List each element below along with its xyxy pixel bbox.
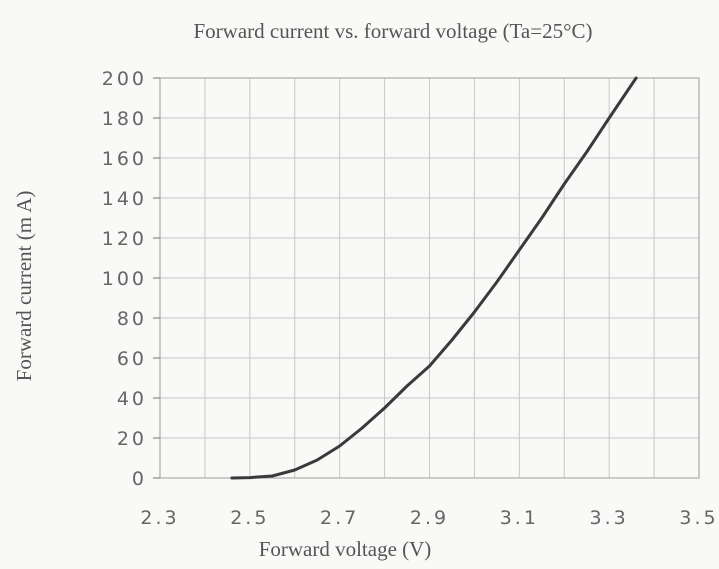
x-tick-label: 2.3 [140,507,179,529]
x-tick-labels: 2.3 2.5 2.7 2.9 3.1 3.3 3.5 [140,507,718,529]
x-tick-label: 2.7 [320,507,359,529]
y-tick-label: 20 [117,428,147,450]
x-tick-label: 3.5 [679,507,718,529]
grid [160,78,699,478]
series-line [230,76,638,480]
x-tick-label: 2.5 [230,507,269,529]
y-tick-label: 200 [102,68,147,90]
ticks [153,77,160,479]
y-tick-label: 180 [102,108,147,130]
y-tick-label: 80 [117,308,147,330]
chart-title: Forward current vs. forward voltage (Ta=… [194,19,593,43]
x-axis-label: Forward voltage (V) [259,537,432,561]
y-tick-labels: 0 20 40 60 80 100 120 140 160 180 200 [102,68,147,490]
series-group [230,76,638,480]
y-tick-label: 40 [117,388,147,410]
y-tick-label: 140 [102,188,147,210]
x-tick-label: 3.3 [590,507,629,529]
y-tick-label: 100 [102,268,147,290]
y-tick-label: 0 [132,468,147,490]
y-axis-label: Forward current (m A) [12,191,36,382]
y-tick-label: 160 [102,148,147,170]
x-tick-label: 3.1 [500,507,539,529]
y-tick-label: 120 [102,228,147,250]
y-tick-label: 60 [117,348,147,370]
x-tick-label: 2.9 [410,507,449,529]
